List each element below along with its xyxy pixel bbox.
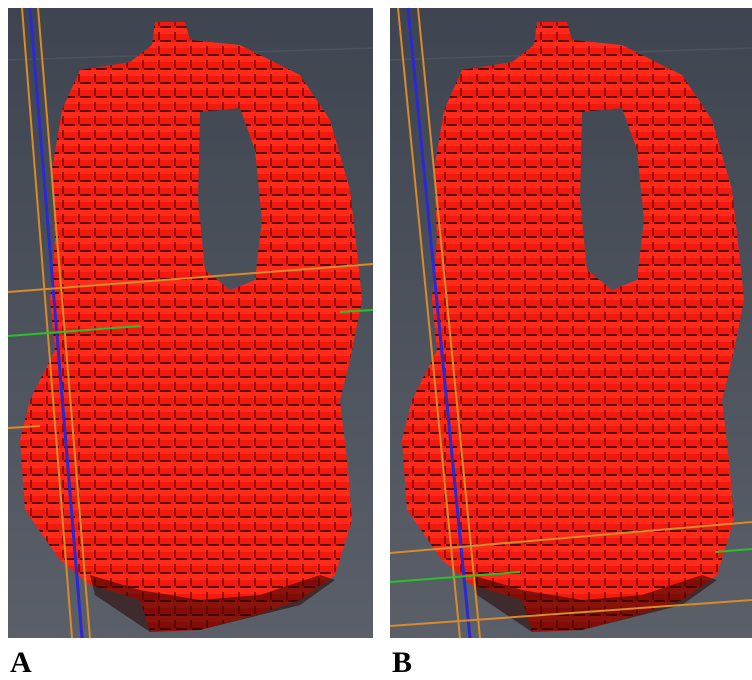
panel-label: A — [10, 646, 32, 675]
voxel-model — [402, 22, 744, 632]
panel-label: B — [392, 646, 412, 675]
panel-b: B — [390, 8, 752, 675]
figure: A B — [0, 0, 752, 675]
panel-a: A — [8, 8, 373, 675]
voxel-model — [20, 22, 362, 632]
